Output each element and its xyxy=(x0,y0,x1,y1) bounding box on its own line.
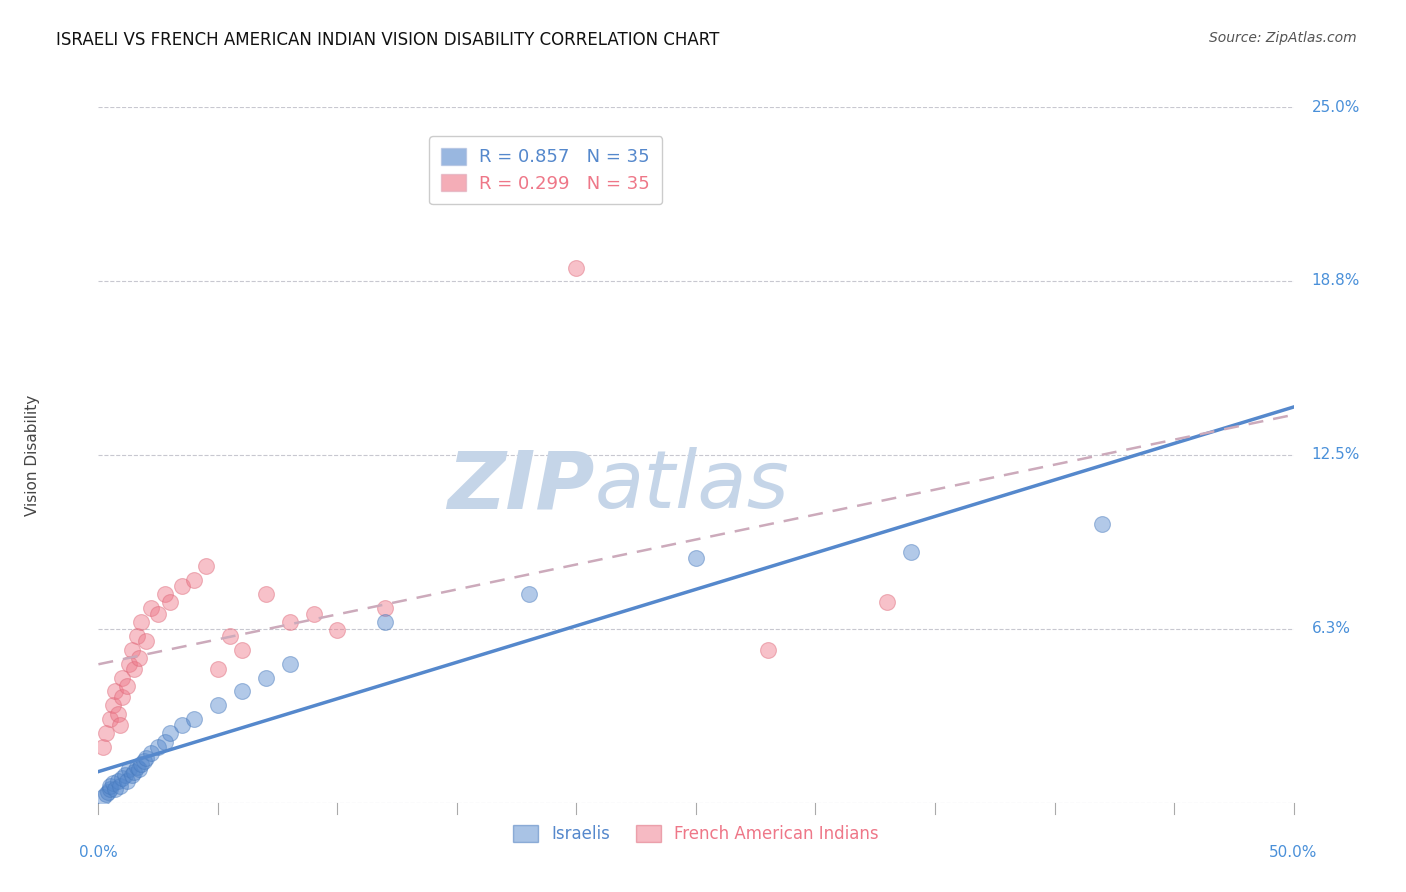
Point xyxy=(326,624,349,638)
Point xyxy=(278,615,301,629)
Point xyxy=(94,726,117,740)
Point xyxy=(111,671,134,685)
Point xyxy=(111,771,134,785)
Point xyxy=(91,740,114,755)
Point xyxy=(125,629,148,643)
Point xyxy=(254,671,277,685)
Point xyxy=(155,587,177,601)
Point xyxy=(104,781,127,796)
Point xyxy=(374,601,396,615)
Point xyxy=(98,781,122,796)
Point xyxy=(108,718,131,732)
Point xyxy=(565,261,588,276)
Point xyxy=(756,642,779,657)
Point xyxy=(207,662,229,676)
Text: ZIP: ZIP xyxy=(447,447,595,525)
Text: 6.3%: 6.3% xyxy=(1312,622,1350,636)
Point xyxy=(114,768,136,782)
Point xyxy=(132,754,155,768)
Point xyxy=(108,779,131,793)
Text: ISRAELI VS FRENCH AMERICAN INDIAN VISION DISABILITY CORRELATION CHART: ISRAELI VS FRENCH AMERICAN INDIAN VISION… xyxy=(56,31,720,49)
Point xyxy=(155,734,177,748)
Point xyxy=(148,607,170,621)
Point xyxy=(876,595,898,609)
Text: 0.0%: 0.0% xyxy=(79,845,118,860)
Point xyxy=(91,790,114,805)
Point xyxy=(231,684,253,698)
Point xyxy=(97,785,120,799)
Point xyxy=(101,698,124,713)
Point xyxy=(111,690,134,704)
Point xyxy=(183,712,205,726)
Text: atlas: atlas xyxy=(595,447,789,525)
Point xyxy=(231,642,253,657)
Point xyxy=(128,763,150,777)
Point xyxy=(135,634,157,648)
Point xyxy=(101,776,124,790)
Point xyxy=(131,615,153,629)
Point xyxy=(685,550,707,565)
Point xyxy=(107,706,129,721)
Legend: Israelis, French American Indians: Israelis, French American Indians xyxy=(506,819,886,850)
Point xyxy=(107,773,129,788)
Point xyxy=(98,712,122,726)
Point xyxy=(900,545,922,559)
Point xyxy=(159,726,181,740)
Point xyxy=(172,718,194,732)
Point xyxy=(118,657,141,671)
Point xyxy=(115,773,138,788)
Point xyxy=(98,779,122,793)
Text: 50.0%: 50.0% xyxy=(1270,845,1317,860)
Point xyxy=(159,595,181,609)
Point xyxy=(374,615,396,629)
Point xyxy=(278,657,301,671)
Text: Vision Disability: Vision Disability xyxy=(25,394,41,516)
Point xyxy=(115,679,138,693)
Point xyxy=(254,587,277,601)
Point xyxy=(517,587,540,601)
Point xyxy=(172,579,194,593)
Point xyxy=(148,740,170,755)
Point xyxy=(104,684,127,698)
Point xyxy=(94,788,117,802)
Point xyxy=(207,698,229,713)
Text: 25.0%: 25.0% xyxy=(1312,100,1360,114)
Text: 12.5%: 12.5% xyxy=(1312,448,1360,462)
Point xyxy=(131,756,153,771)
Point xyxy=(183,573,205,587)
Point xyxy=(219,629,242,643)
Text: 18.8%: 18.8% xyxy=(1312,274,1360,288)
Point xyxy=(195,559,218,574)
Point xyxy=(302,607,325,621)
Point xyxy=(118,763,141,777)
Point xyxy=(139,601,162,615)
Point xyxy=(121,768,143,782)
Point xyxy=(124,765,146,780)
Point xyxy=(1091,517,1114,532)
Point xyxy=(125,759,148,773)
Point xyxy=(124,662,146,676)
Point xyxy=(139,746,162,760)
Point xyxy=(135,751,157,765)
Text: Source: ZipAtlas.com: Source: ZipAtlas.com xyxy=(1209,31,1357,45)
Point xyxy=(121,642,143,657)
Point xyxy=(128,651,150,665)
